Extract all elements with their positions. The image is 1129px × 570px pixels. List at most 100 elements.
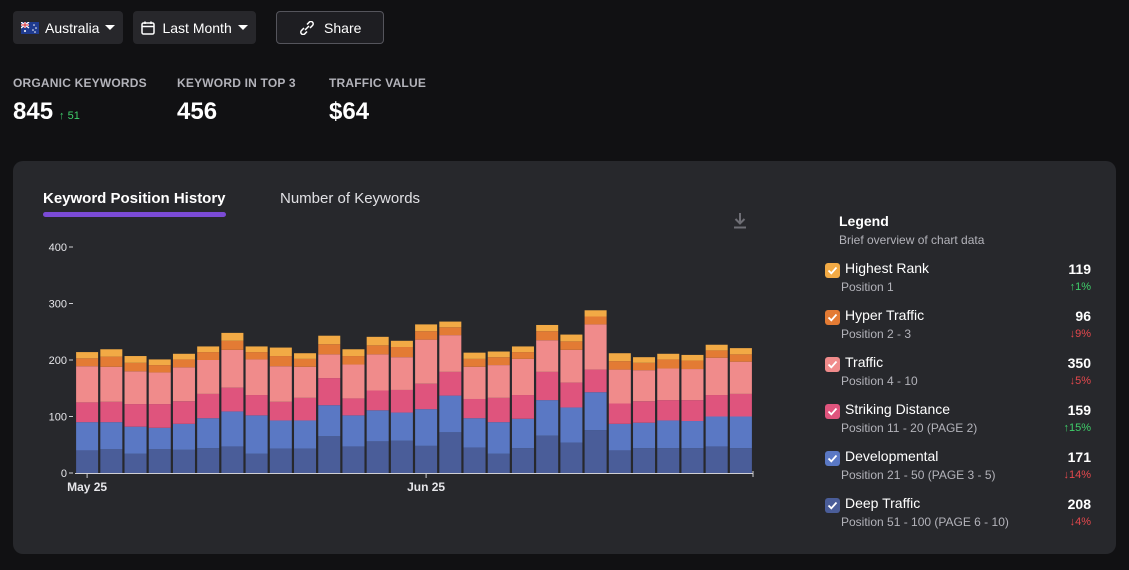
period-dropdown[interactable]: Last Month bbox=[133, 11, 256, 44]
bar-segment bbox=[633, 370, 656, 402]
bar-segment bbox=[100, 422, 123, 450]
legend-item-change: ↓14% bbox=[1063, 469, 1091, 481]
legend-checkbox[interactable] bbox=[825, 357, 840, 372]
legend-item-value: 96 bbox=[1075, 308, 1091, 324]
legend-item-position: Position 2 - 3 bbox=[841, 327, 912, 341]
calendar-icon bbox=[141, 21, 156, 35]
bar-segment bbox=[511, 352, 534, 359]
bar-segment bbox=[124, 362, 147, 372]
bar-segment bbox=[100, 401, 123, 423]
bar-segment bbox=[463, 352, 486, 359]
bar-segment bbox=[560, 334, 583, 342]
legend-checkbox[interactable] bbox=[825, 310, 840, 325]
bar-segment bbox=[172, 353, 195, 360]
bar-segment bbox=[318, 378, 341, 406]
tab-keyword-position-history[interactable]: Keyword Position History bbox=[43, 190, 226, 217]
bar-segment bbox=[511, 418, 534, 449]
legend-item-position: Position 21 - 50 (PAGE 3 - 5) bbox=[841, 468, 996, 482]
check-icon bbox=[827, 501, 838, 510]
bar-segment bbox=[148, 427, 171, 450]
bar-segment bbox=[366, 410, 389, 442]
bar-segment bbox=[511, 346, 534, 353]
bar-segment bbox=[221, 411, 244, 447]
bar-segment bbox=[390, 347, 413, 358]
bar-segment bbox=[705, 416, 728, 447]
bar-segment bbox=[463, 366, 486, 399]
metric-organic-keywords: ORGANIC KEYWORDS 845 ↑ 51 bbox=[13, 76, 147, 126]
bar-segment bbox=[294, 358, 317, 367]
bar-segment bbox=[390, 389, 413, 413]
bar-segment bbox=[76, 366, 99, 403]
bar-segment bbox=[172, 367, 195, 402]
bar-segment bbox=[536, 331, 559, 341]
bar-segment bbox=[366, 336, 389, 346]
bar-segment bbox=[560, 407, 583, 443]
y-tick-label: 100 bbox=[49, 412, 67, 424]
bar-segment bbox=[536, 435, 559, 473]
active-tab-indicator bbox=[43, 212, 226, 217]
metric-label: TRAFFIC VALUE bbox=[329, 76, 427, 90]
legend-checkbox[interactable] bbox=[825, 498, 840, 513]
bar-segment bbox=[197, 360, 220, 394]
bar-segment bbox=[342, 364, 365, 399]
bar-segment bbox=[487, 397, 510, 423]
bar-segment bbox=[584, 392, 607, 431]
bar-segment bbox=[172, 359, 195, 368]
legend-item-name: Traffic bbox=[845, 354, 884, 370]
bar-segment bbox=[536, 340, 559, 372]
bar-segment bbox=[269, 356, 292, 367]
legend-checkbox[interactable] bbox=[825, 451, 840, 466]
bar-segment bbox=[657, 353, 680, 360]
bar-segment bbox=[197, 418, 220, 449]
bar-segment bbox=[560, 341, 583, 350]
legend-item-change: ↓5% bbox=[1069, 375, 1091, 387]
bar-segment bbox=[729, 393, 752, 417]
bar-segment bbox=[245, 346, 268, 353]
bar-segment bbox=[536, 324, 559, 332]
legend-item: Hyper Traffic Position 2 - 3 96 ↓9% bbox=[825, 307, 1091, 354]
bar-segment bbox=[415, 383, 438, 410]
bar-segment bbox=[294, 353, 317, 359]
bar-segment bbox=[729, 348, 752, 355]
bar-segment bbox=[245, 453, 268, 473]
bar-segment bbox=[197, 352, 220, 360]
bar-segment bbox=[342, 415, 365, 447]
share-button[interactable]: Share bbox=[275, 11, 384, 44]
legend-subtitle: Brief overview of chart data bbox=[839, 233, 985, 247]
bar-segment bbox=[463, 447, 486, 473]
bar-segment bbox=[705, 446, 728, 473]
legend-item-value: 171 bbox=[1067, 449, 1091, 465]
bar-segment bbox=[269, 347, 292, 357]
bar-segment bbox=[439, 371, 462, 396]
bar-segment bbox=[560, 442, 583, 473]
bar-segment bbox=[487, 357, 510, 366]
bar-segment bbox=[633, 448, 656, 473]
legend-item: Developmental Position 21 - 50 (PAGE 3 - … bbox=[825, 448, 1091, 495]
legend-item-change: ↓9% bbox=[1069, 328, 1091, 340]
legend: Legend Brief overview of chart data High… bbox=[825, 213, 1099, 529]
arrow-down-icon: ↓ bbox=[1069, 375, 1076, 387]
chevron-down-icon bbox=[237, 25, 248, 30]
bar-segment bbox=[245, 395, 268, 416]
bar-segment bbox=[463, 398, 486, 419]
download-icon[interactable] bbox=[731, 211, 749, 231]
legend-item-position: Position 1 bbox=[841, 280, 894, 294]
chevron-down-icon bbox=[105, 25, 116, 30]
legend-item-position: Position 11 - 20 (PAGE 2) bbox=[841, 421, 978, 435]
bar-segment bbox=[294, 397, 317, 421]
y-tick-label: 400 bbox=[49, 242, 67, 254]
country-dropdown[interactable]: Australia bbox=[13, 11, 124, 44]
bar-segment bbox=[584, 310, 607, 317]
bar-segment bbox=[633, 362, 656, 371]
keyword-chart-card: Keyword Position History Number of Keywo… bbox=[13, 161, 1116, 554]
bar-segment bbox=[681, 400, 704, 422]
bar-segment bbox=[390, 340, 413, 348]
legend-checkbox[interactable] bbox=[825, 263, 840, 278]
legend-checkbox[interactable] bbox=[825, 404, 840, 419]
country-label: Australia bbox=[45, 19, 100, 36]
check-icon bbox=[827, 313, 838, 322]
metric-label: KEYWORD IN TOP 3 bbox=[177, 76, 296, 90]
bar-segment bbox=[608, 403, 631, 424]
tab-number-of-keywords[interactable]: Number of Keywords bbox=[280, 190, 421, 207]
legend-item-name: Hyper Traffic bbox=[845, 307, 925, 323]
